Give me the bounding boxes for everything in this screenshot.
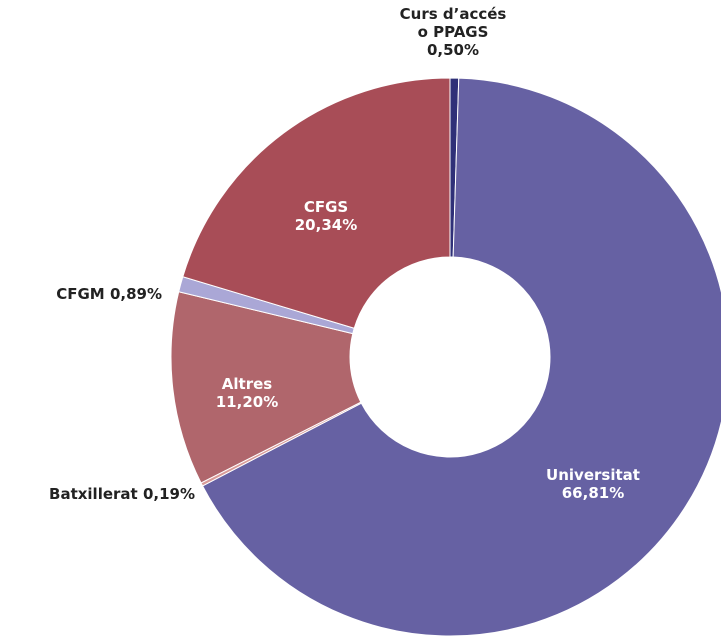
category-label: CFGS <box>303 198 349 216</box>
segment-label: Universitat 66,81% <box>523 466 663 502</box>
category-label: Altres <box>221 375 273 393</box>
segment-label: CFGM 0,89% <box>0 285 162 303</box>
category-label: Batxillerat <box>49 485 138 503</box>
segment-label: Curs d’accés o PPAGS 0,50% <box>383 5 523 59</box>
value-label: 0,19% <box>142 485 195 503</box>
category-label: Universitat <box>546 466 640 484</box>
value-label: 11,20% <box>215 393 279 411</box>
segment-label: Batxillerat 0,19% <box>0 485 195 503</box>
value-label: 20,34% <box>294 216 358 234</box>
segment-label: CFGS 20,34% <box>256 198 396 234</box>
value-label: 66,81% <box>561 484 625 502</box>
category-label: Curs d’accés o PPAGS <box>399 5 507 41</box>
category-label: CFGM <box>56 285 105 303</box>
segment-label: Altres 11,20% <box>177 375 317 411</box>
donut-segment <box>201 77 721 637</box>
value-label: 0,89% <box>109 285 162 303</box>
donut-segment <box>182 77 451 329</box>
donut-segment <box>170 291 362 484</box>
value-label: 0,50% <box>426 41 480 59</box>
